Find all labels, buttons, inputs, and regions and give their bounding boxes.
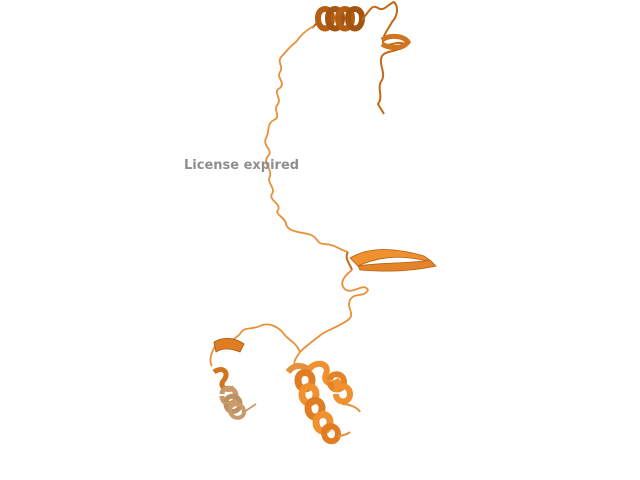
top-right-loop	[361, 0, 412, 115]
license-watermark: License expired	[184, 158, 300, 173]
top-helix	[311, 6, 366, 32]
long-coil	[264, 25, 349, 253]
lower-right-helices	[285, 360, 361, 445]
left-coil	[209, 323, 301, 367]
middle-coil	[293, 269, 370, 369]
lower-left-helix	[212, 367, 257, 420]
beta-hairpin	[345, 249, 437, 272]
